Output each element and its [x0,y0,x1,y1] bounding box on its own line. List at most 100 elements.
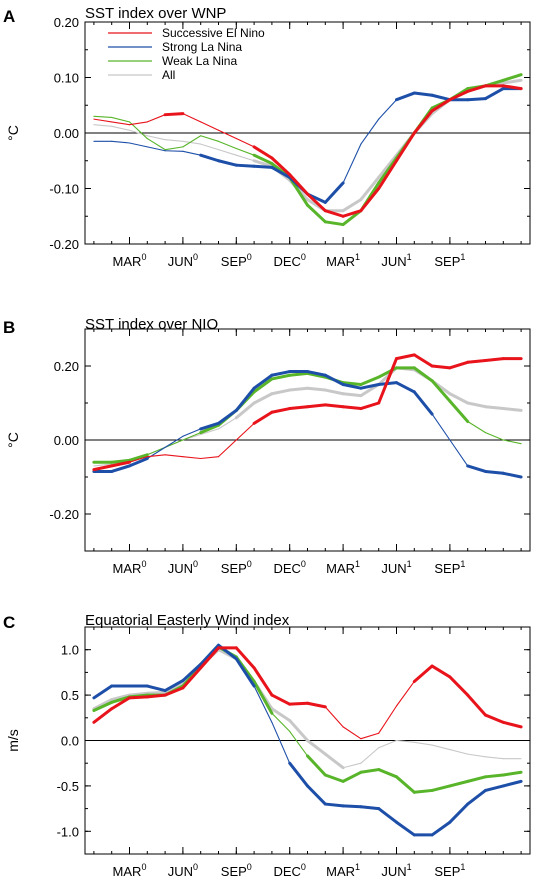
x-tick-label: SEP1 [434,252,465,269]
series-segment [466,84,487,93]
series-segment [342,726,362,740]
series-segment [146,114,166,123]
series-segment [501,471,523,479]
series-segment [449,439,469,467]
legend-label: All [162,68,175,82]
series-segment [92,707,114,724]
series-segment [93,115,113,119]
series-segment [182,428,202,437]
y-tick-label: -0.5 [57,779,79,794]
series-segment [359,401,381,411]
series-segment [448,392,470,405]
series-segment [323,373,345,386]
x-tick-label-sup: 1 [355,559,360,569]
series-segment [146,454,166,458]
series-segment [93,118,113,123]
series-segment [448,89,470,102]
series-segment [306,784,327,806]
series-segment [128,129,148,137]
series-segment [199,423,220,435]
series-segment [146,135,166,141]
series-segment [323,209,345,218]
y-tick-label: -0.10 [49,182,79,197]
x-tick-label-base: SEP [434,254,460,269]
x-tick-label-sup: 0 [247,862,252,872]
series-segment [270,370,292,377]
series-segment [341,383,363,390]
series-segment [412,390,434,416]
x-tick-label-base: SEP [434,864,460,879]
x-tick-label-sup: 1 [355,862,360,872]
series-segment [484,756,504,760]
series-segment [182,135,202,148]
series-segment [163,682,185,694]
series-segment [484,87,505,101]
series-segment [270,388,292,396]
x-tick-label-base: JUN [168,864,193,879]
x-tick-label: MAR0 [113,252,147,269]
x-tick-label-sup: 0 [141,862,146,872]
panel-letter: B [3,318,15,337]
series-segment [467,753,487,758]
series-segment [164,146,184,151]
series-segment [412,788,434,794]
series-segment [412,91,434,97]
series-segment [163,686,185,697]
x-tick-label: MAR1 [326,862,360,879]
series-segment [252,666,274,697]
panel-letter: A [3,7,15,26]
series-segment [164,454,184,458]
x-tick-label-base: DEC [273,561,300,576]
series-segment [377,768,398,779]
legend-label: Weak La Nina [162,54,237,68]
series-segment [502,439,522,445]
series-segment [359,375,381,386]
x-tick-label: DEC0 [273,559,305,576]
x-tick-label-sup: 1 [460,862,465,872]
series-segment [146,138,166,151]
x-tick-label-sup: 1 [460,559,465,569]
series-segment [111,140,131,144]
x-tick-label-base: SEP [221,864,247,879]
series-segment [217,417,237,430]
series-segment [110,695,131,704]
series-segment [501,84,523,91]
series-segment [92,684,114,700]
y-tick-label: 0.10 [54,71,79,86]
series-segment [234,163,256,168]
series-segment [484,432,504,441]
series-segment [306,403,327,409]
y-tick-label: 0.20 [54,359,79,374]
series-segment [466,775,487,783]
series-segment [378,705,398,734]
series-segment [395,353,416,361]
x-tick-label-sup: 1 [460,252,465,262]
series-segment [323,773,345,783]
series-segment [359,805,381,811]
series-segment [323,802,345,808]
series-segment [253,685,273,723]
y-tick-label: 0.5 [61,688,79,703]
legend-label: Successive El Nino [162,26,265,40]
series-successive-el-nino [92,646,523,740]
series-segment [111,121,131,126]
x-tick-label-sup: 0 [301,252,306,262]
series-segment [234,657,256,688]
series-segment [200,428,220,436]
series-group [93,73,523,227]
x-tick-label-base: MAR [113,254,142,269]
series-segment [288,173,309,196]
series-segment [200,143,220,151]
y-tick-label: 0.20 [54,15,79,30]
series-segment [448,802,470,824]
series-segment [217,159,238,167]
series-segment [235,422,255,441]
y-axis-label: °C [5,125,21,141]
y-tick-label: 0.00 [54,433,79,448]
series-segment [252,164,274,169]
series-segment [164,150,184,152]
x-tick-label-base: JUN [168,254,193,269]
series-segment [359,175,381,202]
y-tick-label: -0.20 [49,237,79,252]
